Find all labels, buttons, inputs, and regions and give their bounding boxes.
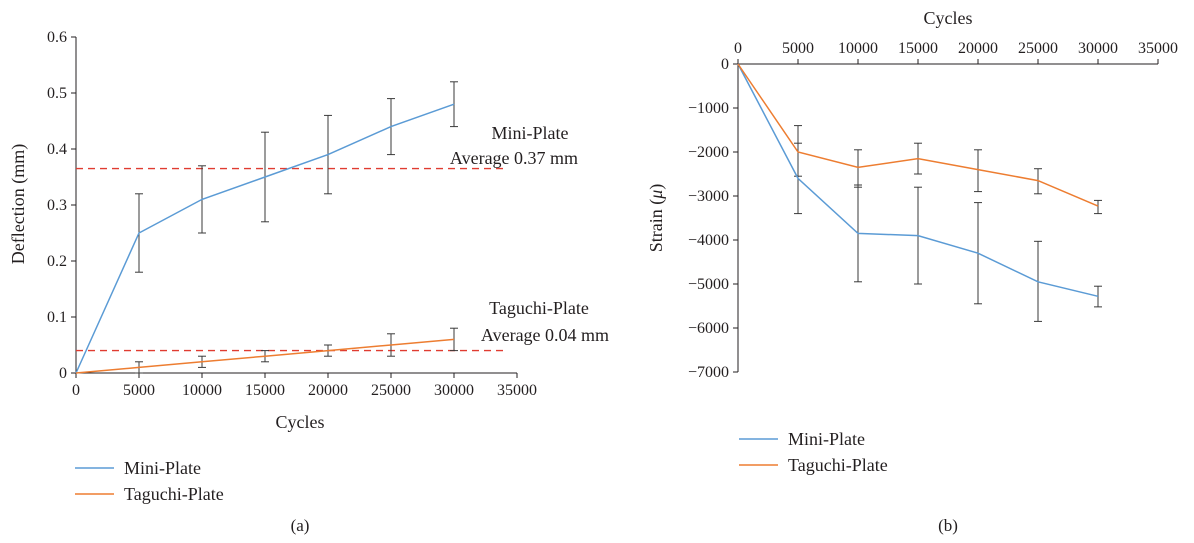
strain-y-label-text: Strain ( <box>646 199 667 253</box>
strain-y-tick-label: −7000 <box>688 364 729 381</box>
deflection-annotation-taguchi: Taguchi-Plate Average 0.04 mm <box>481 298 609 345</box>
strain-y-tick-label: −2000 <box>688 144 729 161</box>
panel-label-b: (b) <box>938 516 958 535</box>
deflection-x-tick-label: 5000 <box>123 382 155 399</box>
deflection-y-tick-label: 0.4 <box>47 141 67 158</box>
panel-label-a: (a) <box>291 516 310 535</box>
strain-y-tick-label: 0 <box>721 56 729 73</box>
strain-y-tick-label: −4000 <box>688 232 729 249</box>
deflection-x-tick-label: 15000 <box>245 382 285 399</box>
deflection-x-tick-label: 30000 <box>434 382 474 399</box>
strain-y-label-mu: μ <box>646 190 666 200</box>
strain-x-tick-label: 20000 <box>958 40 998 57</box>
strain-y-tick-label: −5000 <box>688 276 729 293</box>
deflection-y-tick-label: 0.2 <box>47 253 67 270</box>
annotation-taguchi-line1: Taguchi-Plate <box>489 298 589 318</box>
strain-error-bar <box>854 149 862 188</box>
strain-y-tick-label: −3000 <box>688 188 729 205</box>
strain-x-tick-label: 25000 <box>1018 40 1058 57</box>
deflection-y-tick-label: 0.5 <box>47 85 67 102</box>
deflection-series-lines <box>75 103 455 374</box>
strain-y-label-close: ) <box>646 184 667 190</box>
strain-x-tick-label: 0 <box>734 40 742 57</box>
deflection-x-tick-label: 35000 <box>497 382 537 399</box>
deflection-x-tick-label: 10000 <box>182 382 222 399</box>
strain-error-bar <box>1094 199 1102 215</box>
legend-label-taguchi-b: Taguchi-Plate <box>788 455 888 475</box>
legend-label-taguchi: Taguchi-Plate <box>124 484 224 504</box>
deflection-x-tick-label: 25000 <box>371 382 411 399</box>
deflection-annotation-mini: Mini-Plate Average 0.37 mm <box>450 123 578 168</box>
strain-x-tick-label: 30000 <box>1078 40 1118 57</box>
strain-x-tick-label: 15000 <box>898 40 938 57</box>
strain-x-tick-label: 10000 <box>838 40 878 57</box>
deflection-y-tick-label: 0 <box>59 365 67 382</box>
deflection-y-axis-label: Deflection (mm) <box>8 144 29 264</box>
annotation-mini-line1: Mini-Plate <box>492 123 569 143</box>
strain-series-taguchi-plate <box>737 63 1099 207</box>
deflection-series-taguchi-plate <box>75 338 455 374</box>
deflection-reference-lines <box>76 167 503 352</box>
deflection-series-mini-plate <box>75 103 455 374</box>
strain-series-lines <box>737 63 1099 298</box>
strain-y-axis-label: Strain (μ) <box>646 184 667 253</box>
legend-label-mini: Mini-Plate <box>124 458 201 478</box>
strain-error-bar <box>974 149 982 193</box>
deflection-y-tick-label: 0.3 <box>47 197 67 214</box>
strain-y-tick-label: −6000 <box>688 320 729 337</box>
deflection-x-tick-label: 20000 <box>308 382 348 399</box>
strain-tick-labels: 0 −1000 −2000 −3000 −4000 −5000 −6000 −7000 0 500… <box>688 40 1178 381</box>
deflection-x-tick-label: 0 <box>72 382 80 399</box>
strain-legend: Mini-Plate Taguchi-Plate <box>739 429 888 475</box>
deflection-legend: Mini-Plate Taguchi-Plate <box>75 458 224 504</box>
chart-deflection: 0 0.1 0.2 0.3 0.4 0.5 0.6 0 5000 10000 15000 20000 2… <box>8 29 609 535</box>
chart-strain: 0 −1000 −2000 −3000 −4000 −5000 −6000 −7000 0 500… <box>646 8 1178 535</box>
deflection-tick-labels: 0 0.1 0.2 0.3 0.4 0.5 0.6 0 5000 10000 15000 20000 2… <box>47 29 537 399</box>
annotation-taguchi-line2: Average 0.04 mm <box>481 325 609 345</box>
deflection-y-tick-label: 0.6 <box>47 29 67 46</box>
deflection-y-tick-label: 0.1 <box>47 309 67 326</box>
deflection-error-bars <box>135 81 458 374</box>
strain-axes <box>733 59 1159 373</box>
strain-y-tick-label: −1000 <box>688 100 729 117</box>
strain-x-tick-label: 5000 <box>782 40 814 57</box>
annotation-mini-line2: Average 0.37 mm <box>450 148 578 168</box>
strain-series-mini-plate <box>737 63 1099 298</box>
legend-label-mini-b: Mini-Plate <box>788 429 865 449</box>
strain-x-axis-label: Cycles <box>924 8 973 28</box>
strain-error-bars <box>794 125 1102 322</box>
strain-x-tick-label: 35000 <box>1138 40 1178 57</box>
deflection-x-axis-label: Cycles <box>276 412 325 432</box>
strain-error-bar <box>1094 285 1102 308</box>
deflection-axes <box>71 36 518 378</box>
